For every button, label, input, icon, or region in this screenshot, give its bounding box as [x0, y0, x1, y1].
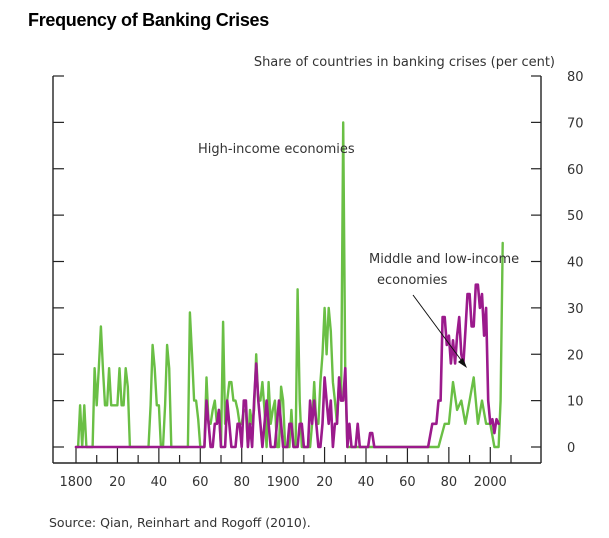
- y-ticks: 0 10 20 30 40 50 60 70 80: [53, 70, 584, 456]
- y-tick-label: 50: [567, 209, 584, 224]
- y-tick-label: 10: [567, 395, 584, 410]
- x-tick-label: 2000: [474, 475, 507, 490]
- annotations: High-income economies Middle and low-inc…: [198, 142, 519, 368]
- plot-frame: [52, 76, 542, 464]
- series-line-middle-low-income: [74, 283, 500, 449]
- x-tick-label: 80: [233, 475, 250, 490]
- x-tick-label: 40: [151, 475, 168, 490]
- x-tick-label: 80: [441, 475, 458, 490]
- annotation-middle-low-income-line2: economies: [377, 273, 448, 288]
- x-tick-label: 40: [358, 475, 375, 490]
- x-tick-label: 60: [192, 475, 209, 490]
- y-tick-label: 60: [567, 163, 584, 178]
- x-tick-label: 20: [316, 475, 333, 490]
- x-ticks: 1800 20 40 60 80 1900 20 40 60 80 2000: [59, 447, 512, 490]
- x-tick-label: 20: [109, 475, 126, 490]
- y-tick-label: 70: [567, 116, 584, 131]
- y-tick-label: 30: [567, 302, 584, 317]
- annotation-middle-low-income-line1: Middle and low-income: [369, 252, 519, 267]
- y-tick-label: 80: [567, 70, 584, 85]
- annotation-arrowhead: [458, 358, 467, 368]
- y-tick-label: 20: [567, 348, 584, 363]
- y-tick-label: 0: [567, 441, 575, 456]
- source-note: Source: Qian, Reinhart and Rogoff (2010)…: [49, 515, 311, 530]
- y-axis-label: Share of countries in banking crises (pe…: [254, 55, 555, 70]
- annotation-arrow: [412, 294, 465, 365]
- chart-title: Frequency of Banking Crises: [28, 10, 269, 30]
- x-tick-label: 1800: [59, 475, 92, 490]
- x-tick-label: 1900: [267, 475, 300, 490]
- series-lines: [74, 121, 504, 449]
- x-tick-label: 60: [399, 475, 416, 490]
- y-tick-label: 40: [567, 256, 584, 271]
- annotation-high-income: High-income economies: [198, 142, 355, 157]
